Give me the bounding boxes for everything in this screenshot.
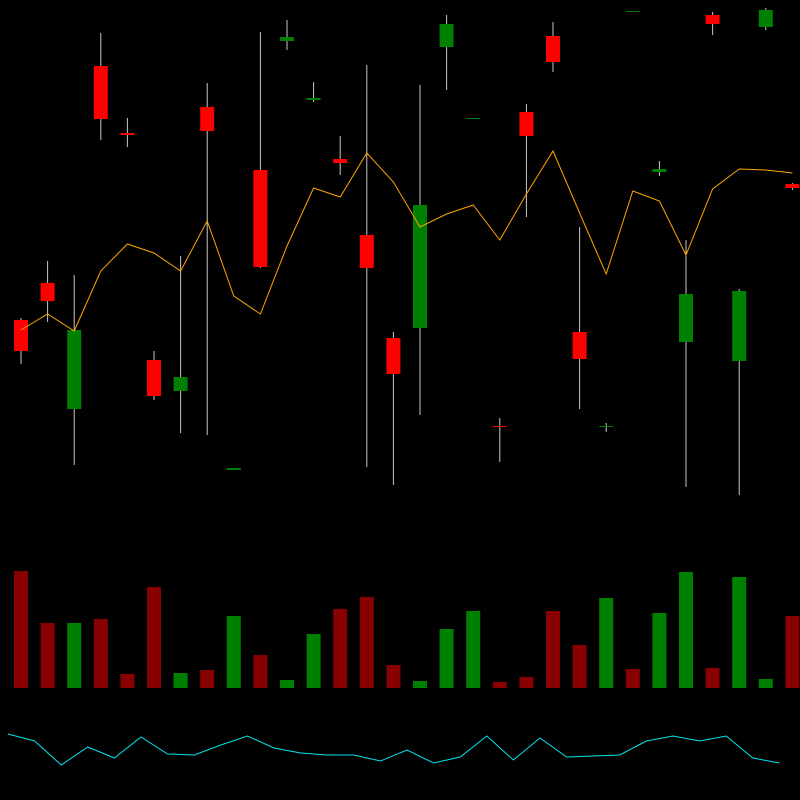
candle-body xyxy=(359,235,374,268)
candle-body xyxy=(492,426,507,427)
candle-body xyxy=(572,332,587,359)
volume-bar xyxy=(519,677,534,688)
candle-body xyxy=(652,169,667,172)
candle-body xyxy=(200,107,215,131)
candle-body xyxy=(280,37,294,41)
volume-bar xyxy=(439,629,454,688)
volume-bar xyxy=(359,597,374,688)
volume-bar xyxy=(546,611,560,688)
volume-bar xyxy=(67,623,82,688)
volume-bar xyxy=(173,673,188,688)
indicator-line xyxy=(7,733,780,766)
indicator-line xyxy=(20,149,793,332)
volume-bar xyxy=(413,681,427,688)
candle-body xyxy=(413,205,427,328)
volume-bar xyxy=(147,587,161,688)
volume-bar xyxy=(253,655,268,688)
candle-body xyxy=(93,66,108,119)
volume-bar xyxy=(599,598,614,688)
volume-bar xyxy=(120,674,135,688)
volume-bar xyxy=(652,613,667,688)
volume-bar xyxy=(40,623,55,688)
volume-bar xyxy=(93,619,108,688)
volume-bar xyxy=(280,680,294,688)
candle-body xyxy=(466,118,481,119)
candle-body xyxy=(679,294,693,342)
volume-bar xyxy=(226,616,241,688)
volume-bar xyxy=(306,634,321,688)
volume-bar xyxy=(386,665,401,688)
candle-body xyxy=(333,159,348,163)
candle-body xyxy=(386,338,401,374)
candle-body xyxy=(67,330,82,409)
volume-bar xyxy=(200,670,215,688)
volume-bar xyxy=(758,679,773,688)
volume-bar xyxy=(14,571,28,688)
candle-body xyxy=(14,320,28,351)
candle-body xyxy=(439,24,454,47)
volume-bar xyxy=(732,577,747,688)
volume-bar xyxy=(705,668,720,688)
volume-bar xyxy=(466,611,481,688)
candle-body xyxy=(599,426,614,427)
candle-body xyxy=(120,133,135,135)
candle-body xyxy=(147,360,161,396)
volume-bar xyxy=(333,609,348,688)
candle-body xyxy=(226,468,241,470)
volume-bar xyxy=(572,645,587,688)
candle-body xyxy=(253,170,268,267)
candle-body xyxy=(173,377,188,391)
candle-body xyxy=(785,184,800,188)
candle-body xyxy=(705,15,720,24)
candle-body xyxy=(306,98,321,100)
candle-body xyxy=(758,10,773,27)
volume-bar xyxy=(492,682,507,688)
candle-body xyxy=(625,11,640,12)
volume-bar xyxy=(679,572,693,688)
candle-body xyxy=(546,36,560,62)
volume-bar xyxy=(785,616,800,688)
candle-body xyxy=(732,291,747,361)
volume-bar xyxy=(625,669,640,688)
candle-body xyxy=(519,112,534,136)
candle-body xyxy=(40,283,55,301)
